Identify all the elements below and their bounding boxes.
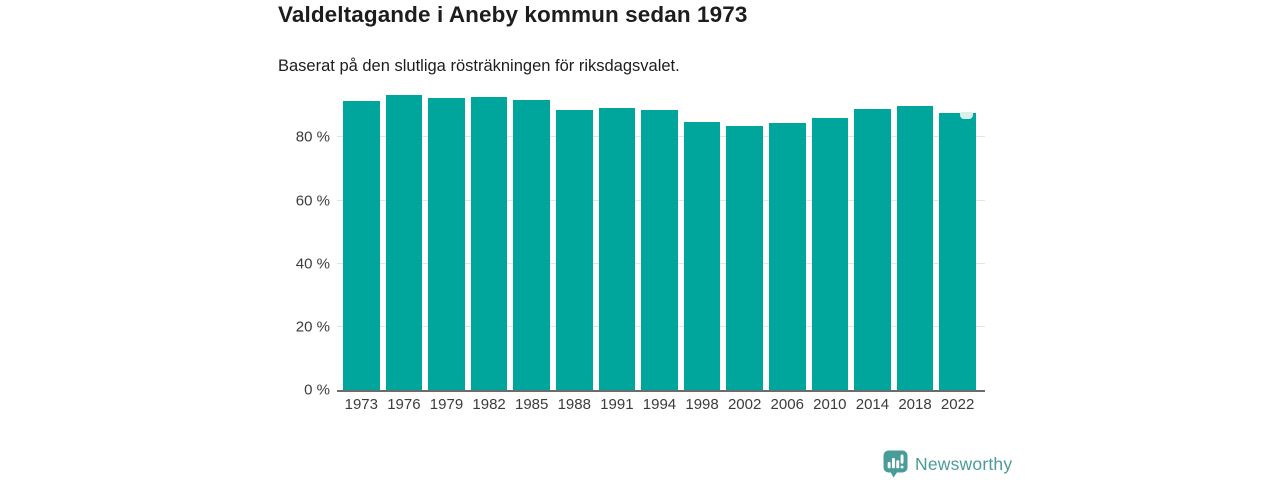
x-tick-label-1985: 1985 xyxy=(514,396,549,413)
newsworthy-logo-icon xyxy=(883,450,908,478)
latest-bar-marker xyxy=(959,111,973,119)
newsworthy-logo-text: Newsworthy xyxy=(915,453,1013,474)
bar-1985 xyxy=(513,100,550,390)
x-tick-label-2010: 2010 xyxy=(813,396,847,413)
x-axis-labels: 1973 1976 1979 1982 1985 1988 1991 1994 1998 2002… xyxy=(337,396,985,413)
bar-1988 xyxy=(555,110,593,390)
x-tick-label-2018: 2018 xyxy=(898,396,932,413)
newsworthy-logo: Newsworthy xyxy=(883,450,1012,478)
bar-2018 xyxy=(896,106,934,390)
y-tick-label-20: 20 % xyxy=(295,318,330,336)
bar-1979 xyxy=(428,97,465,390)
x-tick-label-1988: 1988 xyxy=(557,396,591,413)
bar-2010 xyxy=(811,118,849,390)
y-tick-label-0: 0 % xyxy=(304,381,330,399)
x-tick-label-2006: 2006 xyxy=(770,396,804,413)
chart-title: Valdeltagande i Aneby kommun sedan 1973 xyxy=(278,2,748,27)
x-tick-label-1976: 1976 xyxy=(387,396,421,413)
bar-2002 xyxy=(726,126,763,390)
y-tick-label-60: 60 % xyxy=(295,192,330,210)
y-tick-label-80: 80 % xyxy=(295,128,330,146)
bars-container xyxy=(337,90,985,390)
x-tick-label-2022: 2022 xyxy=(940,396,975,413)
x-tick-label-1979: 1979 xyxy=(429,396,464,413)
chart-subtitle: Baserat på den slutliga rösträkningen fö… xyxy=(278,57,680,75)
bar-1994 xyxy=(641,109,678,390)
x-tick-label-1994: 1994 xyxy=(642,396,677,413)
y-tick-label-40: 40 % xyxy=(295,255,330,273)
plot-area xyxy=(337,90,985,392)
x-tick-label-2014: 2014 xyxy=(855,396,890,413)
x-tick-label-1998: 1998 xyxy=(685,396,719,413)
bar-2022 xyxy=(939,111,976,390)
x-tick-label-1991: 1991 xyxy=(600,396,634,413)
bar-1976 xyxy=(385,94,423,390)
bar-2006 xyxy=(768,123,806,390)
bar-1991 xyxy=(598,108,636,390)
x-tick-label-2002: 2002 xyxy=(727,396,762,413)
y-axis-labels: 0 % 20 % 40 % 60 % 80 % xyxy=(240,90,330,399)
bar-1973 xyxy=(343,101,380,390)
bar-1998 xyxy=(683,122,721,390)
bar-2014 xyxy=(854,108,891,390)
x-tick-label-1982: 1982 xyxy=(472,396,506,413)
x-tick-label-1973: 1973 xyxy=(344,396,378,413)
bar-1982 xyxy=(470,96,508,390)
x-axis-line xyxy=(337,390,985,392)
